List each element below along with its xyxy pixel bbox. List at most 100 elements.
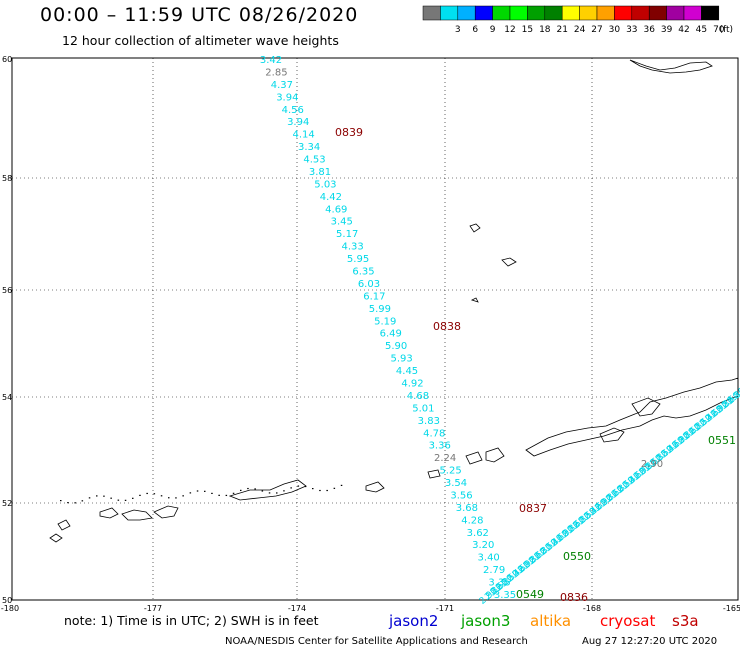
lon-tick-label: -177 bbox=[144, 604, 162, 613]
pass-time-label: 0550 bbox=[563, 550, 591, 563]
lon-tick-label: -168 bbox=[583, 604, 601, 613]
island-dot bbox=[117, 499, 120, 501]
pass-time-label: 0836 bbox=[560, 591, 588, 604]
coastline bbox=[121, 509, 153, 521]
pass-time-label: 0838 bbox=[433, 320, 461, 333]
wave-height-label: 5.17 bbox=[336, 229, 358, 240]
wave-height-label: 3.54 bbox=[445, 478, 467, 489]
wave-height-label: 3.94 bbox=[287, 117, 309, 128]
legend-tick-label: 70 bbox=[713, 25, 725, 35]
lat-tick-label: 60 bbox=[2, 55, 12, 64]
coastline bbox=[469, 223, 481, 233]
wave-height-label: 3.20 bbox=[472, 540, 494, 551]
coastline bbox=[365, 481, 385, 493]
wave-height-label: 4.45 bbox=[396, 366, 418, 377]
island-dot bbox=[182, 495, 184, 497]
legend-swatch bbox=[701, 5, 720, 21]
legend-tick-label: 33 bbox=[626, 25, 637, 35]
wave-height-label: 5.19 bbox=[374, 316, 396, 327]
wave-height-label: 6.17 bbox=[363, 291, 385, 302]
lon-tick-label: -171 bbox=[436, 604, 454, 613]
wave-height-label: 3.40 bbox=[478, 553, 500, 564]
island-dot bbox=[268, 492, 271, 494]
island-dot bbox=[132, 497, 134, 499]
wave-height-label: 3.81 bbox=[309, 167, 331, 178]
sat-label-jason2: jason2 bbox=[389, 612, 439, 630]
coastline bbox=[470, 297, 479, 303]
wave-height-label: 4.14 bbox=[293, 130, 315, 141]
wave-height-label: 3.62 bbox=[467, 528, 489, 539]
wave-height-label: 2.24 bbox=[434, 453, 456, 464]
island-dot bbox=[196, 490, 199, 492]
island-dot bbox=[261, 490, 264, 492]
wave-height-label: 4.53 bbox=[303, 155, 325, 166]
coastline bbox=[99, 507, 119, 519]
island-dot bbox=[67, 501, 69, 504]
island-dot bbox=[88, 497, 91, 499]
coastline bbox=[631, 397, 661, 417]
coastline bbox=[57, 519, 71, 531]
plot-frame bbox=[11, 57, 739, 601]
wave-height-label: 6.03 bbox=[358, 279, 380, 290]
wave-height-label: 4.68 bbox=[407, 391, 429, 402]
island-dot bbox=[211, 492, 213, 495]
wave-height-label: 3.35 bbox=[494, 590, 516, 601]
wave-height-label: 5.25 bbox=[439, 466, 461, 477]
pass-time-label: 0549 bbox=[516, 588, 544, 601]
coastline bbox=[525, 377, 739, 457]
lon-tick-label: -174 bbox=[288, 604, 306, 613]
island-dot bbox=[189, 492, 192, 494]
coastline bbox=[501, 257, 517, 267]
wave-height-label: 3.42 bbox=[260, 55, 282, 66]
island-dot bbox=[283, 490, 285, 492]
island-dot bbox=[60, 500, 62, 502]
island-dot bbox=[276, 492, 278, 494]
island-dot bbox=[240, 489, 242, 491]
legend-tick-label: 24 bbox=[574, 25, 586, 35]
lat-tick-label: 54 bbox=[2, 393, 12, 402]
wave-height-label: 5.90 bbox=[385, 341, 407, 352]
coastline bbox=[485, 447, 505, 463]
sat-label-s3a: s3a bbox=[672, 612, 699, 630]
wave-height-label: 2.85 bbox=[265, 67, 287, 78]
island-dot bbox=[81, 500, 84, 502]
island-dot bbox=[290, 487, 292, 489]
wave-height-label: 3.56 bbox=[450, 490, 472, 501]
island-dot bbox=[74, 502, 76, 504]
wave-height-label: 2.90 bbox=[641, 459, 663, 470]
coastline bbox=[629, 59, 713, 74]
island-dot bbox=[218, 494, 220, 496]
pass-time-label: 0837 bbox=[519, 502, 547, 515]
wave-height-label: 4.92 bbox=[401, 378, 423, 389]
wave-height-label: 3.35 bbox=[488, 578, 510, 589]
wave-height-label: 3.45 bbox=[331, 217, 353, 228]
wave-height-label: 6.35 bbox=[352, 267, 374, 278]
legend-tick-label: 36 bbox=[643, 25, 655, 35]
wave-height-label: 5.03 bbox=[314, 179, 336, 190]
island-dot bbox=[297, 485, 300, 487]
units-note: note: 1) Time is in UTC; 2) SWH is in fe… bbox=[64, 613, 319, 628]
legend-tick-label: 42 bbox=[678, 25, 689, 35]
wave-height-label: 3.83 bbox=[418, 416, 440, 427]
island-dot bbox=[103, 495, 105, 497]
island-dot bbox=[160, 495, 163, 497]
island-dot bbox=[254, 488, 256, 490]
legend-tick-label: 15 bbox=[522, 25, 533, 35]
legend-tick-label: 9 bbox=[490, 25, 496, 35]
sat-label-jason3: jason3 bbox=[461, 612, 511, 630]
wave-height-label: 4.78 bbox=[423, 428, 445, 439]
island-dot bbox=[204, 490, 206, 492]
pass-time-label: 0839 bbox=[335, 126, 363, 139]
island-dot bbox=[168, 497, 170, 499]
lat-tick-label: 52 bbox=[2, 499, 12, 508]
island-dot bbox=[312, 488, 314, 490]
credit-text: NOAA/NESDIS Center for Satellite Applica… bbox=[225, 636, 528, 647]
pass-time-label: 0551 bbox=[708, 434, 736, 447]
lat-tick-label: 58 bbox=[2, 174, 12, 183]
island-dot bbox=[232, 492, 235, 494]
legend-tick-label: 45 bbox=[696, 25, 707, 35]
island-dot bbox=[225, 494, 228, 497]
island-dot bbox=[124, 499, 127, 501]
wave-height-label: 3.34 bbox=[298, 142, 320, 153]
